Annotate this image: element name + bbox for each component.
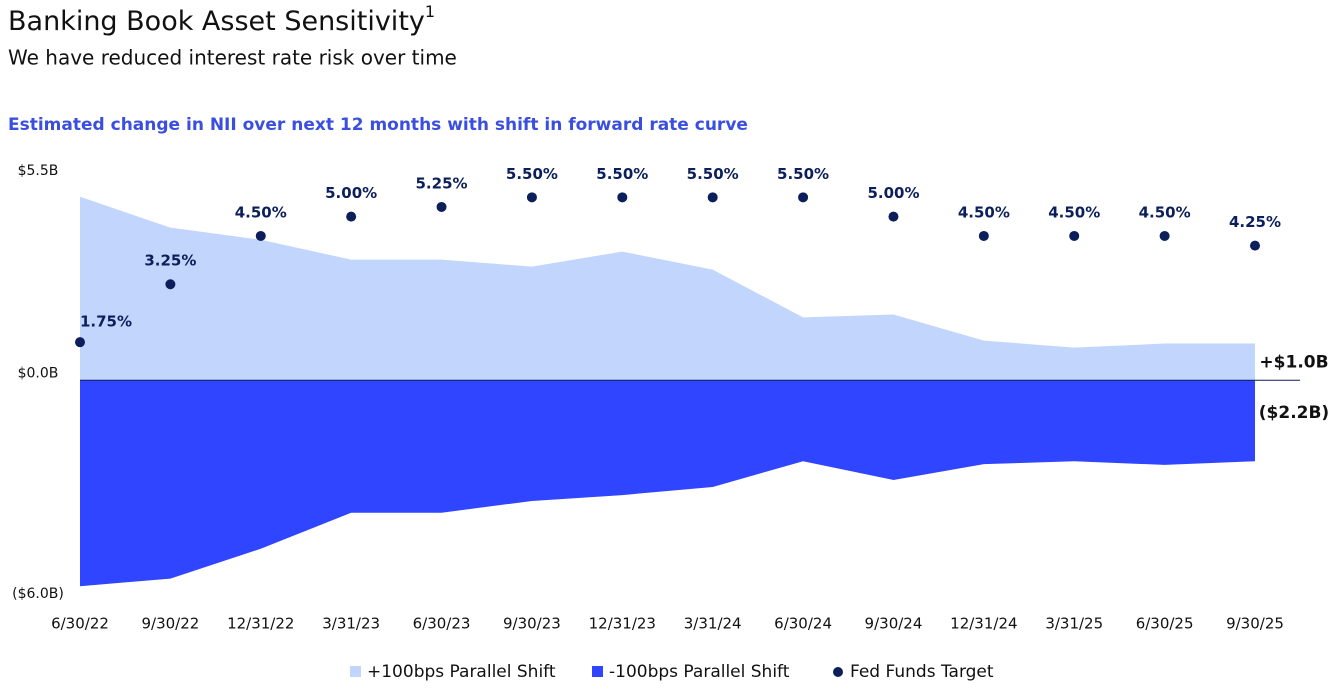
fed-dot xyxy=(978,230,989,241)
legend-marker xyxy=(592,666,603,677)
y-tick-label: ($6.0B) xyxy=(12,586,64,602)
legend-label: -100bps Parallel Shift xyxy=(609,662,790,682)
fed-dot xyxy=(255,230,266,241)
x-tick-label: 6/30/25 xyxy=(1136,615,1194,633)
fed-dot xyxy=(526,192,537,203)
fed-dot xyxy=(436,201,447,212)
page-title: Banking Book Asset Sensitivity1 xyxy=(8,2,435,37)
x-tick-label: 12/31/22 xyxy=(227,615,294,633)
legend-label: +100bps Parallel Shift xyxy=(367,662,556,682)
legend-marker xyxy=(833,667,843,677)
x-tick-label: 9/30/24 xyxy=(865,615,923,633)
title-footnote: 1 xyxy=(425,2,435,21)
dot-label: 5.25% xyxy=(416,174,468,192)
x-tick-label: 9/30/22 xyxy=(141,615,199,633)
dot-label: 5.50% xyxy=(596,165,648,183)
fed-dot xyxy=(798,192,809,203)
end-label: +$1.0B xyxy=(1259,353,1328,373)
x-tick-label: 3/31/25 xyxy=(1045,615,1103,633)
x-tick-label: 6/30/22 xyxy=(51,615,109,633)
fed-dot xyxy=(1159,230,1170,241)
legend-label: Fed Funds Target xyxy=(850,662,994,682)
dot-label: 4.50% xyxy=(958,203,1010,221)
fed-dot xyxy=(75,337,85,348)
fed-dot xyxy=(707,192,718,203)
legend-marker xyxy=(350,666,361,677)
dot-label: 5.50% xyxy=(687,165,739,183)
dot-label: 4.25% xyxy=(1229,213,1281,231)
area xyxy=(80,196,1255,381)
dot-label: 5.00% xyxy=(325,184,377,202)
x-tick-label: 9/30/23 xyxy=(503,615,561,633)
x-tick-label: 6/30/24 xyxy=(774,615,832,633)
subtitle: We have reduced interest rate risk over … xyxy=(8,46,457,70)
dot-label: 5.50% xyxy=(506,165,558,183)
x-tick-label: 3/31/23 xyxy=(322,615,380,633)
dot-label: 4.50% xyxy=(1139,203,1191,221)
dot-label: 4.50% xyxy=(1048,203,1100,221)
x-tick-label: 12/31/23 xyxy=(589,615,656,633)
fed-dot xyxy=(888,211,899,222)
dot-label: 4.50% xyxy=(235,203,287,221)
area xyxy=(80,380,1255,587)
fed-dot xyxy=(346,211,357,222)
dot-label: 3.25% xyxy=(144,252,196,270)
end-label: ($2.2B) xyxy=(1259,403,1329,423)
chart-title: Estimated change in NII over next 12 mon… xyxy=(8,115,748,135)
title-text: Banking Book Asset Sensitivity xyxy=(8,6,425,37)
fed-dot xyxy=(617,192,628,203)
fed-dot xyxy=(1069,230,1080,241)
fed-dot xyxy=(1250,240,1260,251)
dot-label: 5.00% xyxy=(867,184,919,202)
y-tick-label: $0.0B xyxy=(18,365,59,381)
y-tick-label: $5.5B xyxy=(18,163,59,179)
x-tick-label: 3/31/24 xyxy=(684,615,742,633)
dot-label: 5.50% xyxy=(777,165,829,183)
dot-label: 1.75% xyxy=(80,313,132,331)
fed-dot xyxy=(165,279,176,290)
x-tick-label: 6/30/23 xyxy=(413,615,471,633)
x-tick-label: 12/31/24 xyxy=(950,615,1017,633)
x-tick-label: 9/30/25 xyxy=(1226,615,1284,633)
